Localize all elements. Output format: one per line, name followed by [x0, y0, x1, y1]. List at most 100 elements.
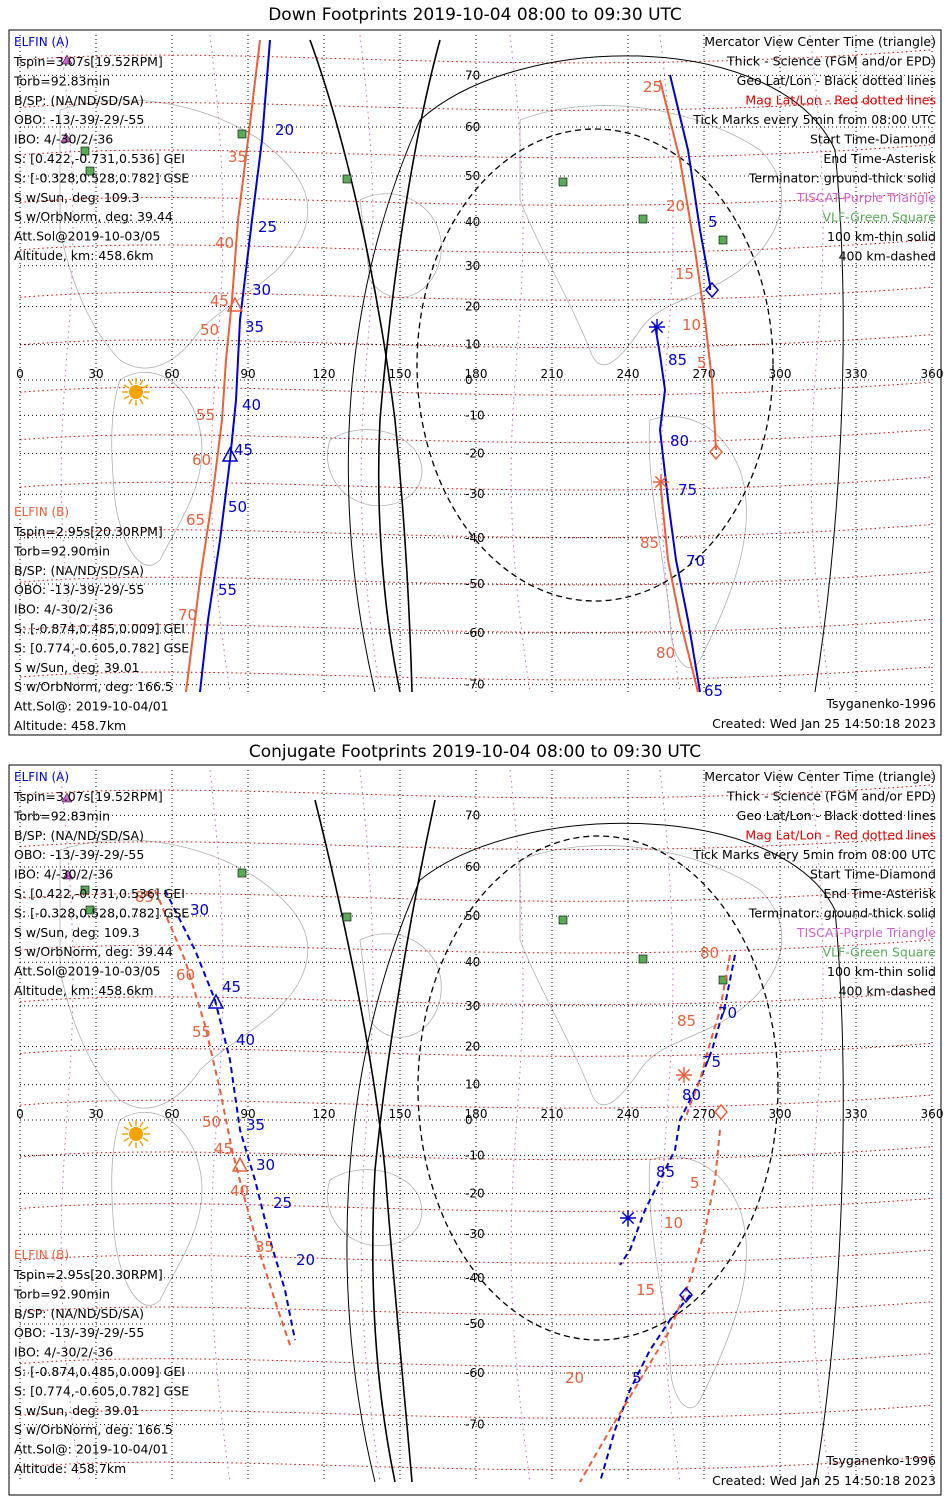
- sun-ray: [123, 1126, 130, 1131]
- elfin-a-track: [669, 74, 711, 290]
- lat-tick-label: 70: [465, 68, 480, 82]
- coastline-shape: [111, 371, 203, 566]
- sun-ray: [139, 1121, 144, 1128]
- mag-lat-line: [19, 1404, 931, 1419]
- elfin-b-info-line: IBO: 4/-30/2/-36: [14, 1345, 113, 1360]
- vlf-station-marker: [638, 214, 648, 224]
- tiscat-triangle-marker: [61, 54, 73, 65]
- mag-lat-line: [19, 991, 931, 1006]
- elfin-b-tick-label: 55: [192, 1023, 211, 1041]
- vlf-station-marker: [718, 975, 728, 985]
- vlf-station-marker: [718, 235, 728, 245]
- lat-tick-label: 20: [465, 1040, 480, 1054]
- mag-lat-line: [19, 836, 931, 851]
- lon-tick-label: 150: [389, 1107, 412, 1121]
- elfin-b-center-triangle: [226, 296, 244, 312]
- elfin-b-tick-label: 15: [636, 1281, 655, 1299]
- coastline-shape: [359, 933, 442, 1038]
- elfin-a-tick-label: 35: [246, 1116, 265, 1134]
- mag-lat-line: [19, 619, 931, 633]
- vlf-station-marker: [237, 129, 247, 139]
- legend-item: Mag Lat/Lon - Red dotted lines: [745, 93, 936, 108]
- lat-tick-label: 40: [465, 955, 480, 969]
- elfin-b-tick-label: 20: [565, 1369, 584, 1387]
- mag-lat-line: [19, 1094, 931, 1109]
- elfin-a-tick-label: 55: [218, 581, 237, 599]
- mag-lat-line: [19, 144, 931, 159]
- elfin-a-tick-label: 80: [670, 432, 689, 450]
- elfin-a-tick-label: 50: [228, 498, 247, 516]
- elfin-b-info-line: S w/Sun, deg: 39.01: [14, 660, 140, 675]
- lat-tick-label: -40: [465, 531, 485, 545]
- lon-tick-label: 360: [921, 367, 944, 381]
- legend-item: Mag Lat/Lon - Red dotted lines: [745, 828, 936, 843]
- elfin-b-tick-label: 85: [640, 534, 659, 552]
- vlf-station-marker: [558, 915, 568, 925]
- legend-item: Start Time-Diamond: [810, 132, 936, 147]
- elfin-a-info-line: Torb=92.83min: [13, 73, 110, 88]
- mag-lat-line: [19, 96, 931, 111]
- sun-ray: [139, 379, 144, 386]
- legend-item: Tick Marks every 5min from 08:00 UTC: [692, 112, 936, 127]
- geo-grid: [19, 35, 933, 692]
- elfin-a-header: ELFIN (A): [14, 35, 69, 49]
- elfin-b-tick-label: 65: [186, 511, 205, 529]
- elfin-b-info-line: Altitude: 458.7km: [14, 718, 126, 733]
- mag-lat-line: [19, 666, 931, 681]
- elfin-b-tick-label: 40: [230, 1182, 249, 1200]
- elfin-b-info-line: Torb=92.90min: [13, 543, 110, 558]
- mag-lat-line: [19, 429, 931, 444]
- sun-ray: [123, 395, 130, 400]
- legend-item: VLF-Green Square: [822, 210, 936, 225]
- elfin-b-start-diamond: [709, 443, 723, 461]
- elfin-a-info-line: IBO: 4/-30/2/-36: [14, 867, 113, 882]
- sun-ray: [123, 384, 130, 389]
- elfin-a-tick-label: 85: [668, 351, 687, 369]
- elfin-a-tick-label: 45: [222, 978, 241, 996]
- elfin-b-header: ELFIN (B): [14, 505, 69, 519]
- lon-tick-label: 180: [465, 367, 488, 381]
- asterisk-stroke: [654, 475, 668, 489]
- vlf-station-marker: [342, 912, 352, 922]
- mag-lat-line: [19, 1042, 931, 1057]
- tiscat-triangle-marker: [60, 132, 72, 143]
- lat-tick-label: 0: [465, 1113, 473, 1127]
- elfin-a-info-line: S: [0.422,-0.731,0.536] GEI: [14, 151, 185, 166]
- legend-item: Terminator: ground-thick solid: [748, 906, 936, 921]
- created-timestamp: Created: Wed Jan 25 14:50:18 2023: [712, 716, 936, 731]
- footprint-400km-oval: [416, 128, 774, 602]
- legend-item: Thick - Science (FGM and/or EPD): [726, 789, 936, 804]
- sun-ray: [142, 384, 149, 389]
- sun-icon: [122, 1120, 150, 1148]
- lat-tick-label: 70: [465, 808, 480, 822]
- elfin-b-tick-label: 80: [700, 944, 719, 962]
- elfin-a-info-line: S w/OrbNorm, deg: 39.44: [14, 944, 173, 959]
- lat-tick-label: 10: [465, 1078, 480, 1092]
- elfin-b-info-line: S w/OrbNorm, deg: 166.5: [14, 679, 173, 694]
- lat-tick-label: -20: [465, 1186, 485, 1200]
- elfin-a-info-line: OBO: -13/-39/-29/-55: [14, 112, 144, 127]
- elfin-b-tick-label: 35: [255, 1238, 274, 1256]
- legend-item: Geo Lat/Lon - Black dotted lines: [737, 808, 936, 823]
- lon-tick-label: 270: [693, 367, 716, 381]
- elfin-a-tick-label: 45: [234, 441, 253, 459]
- elfin-b-tick-label: 85: [135, 888, 154, 906]
- elfin-b-track: [154, 889, 291, 1346]
- sun-ray: [128, 1140, 133, 1147]
- sun-disc: [129, 385, 143, 399]
- elfin-a-info-line: Tspin=3.07s[19.52RPM]: [13, 54, 163, 69]
- elfin-a-track: [199, 39, 271, 693]
- elfin-a-tick-label: 85: [656, 1163, 675, 1181]
- coastline-shape: [648, 416, 747, 669]
- sun-disc: [129, 1127, 143, 1141]
- elfin-a-tick-label: 70: [686, 552, 705, 570]
- lon-tick-label: 30: [88, 1107, 103, 1121]
- lon-tick-label: 330: [845, 367, 868, 381]
- elfin-a-info-line: B/SP: (NA/ND/SD/SA): [14, 93, 144, 108]
- geo-grid: [19, 770, 933, 1482]
- elfin-b-tick-label: 80: [656, 644, 675, 662]
- coastline-shape: [59, 99, 309, 369]
- lon-tick-label: 210: [541, 1107, 564, 1121]
- panel-title-conjugate: Conjugate Footprints 2019-10-04 08:00 to…: [248, 742, 702, 762]
- elfin-a-info-line: S: [0.422,-0.731,0.536] GEI: [14, 886, 185, 901]
